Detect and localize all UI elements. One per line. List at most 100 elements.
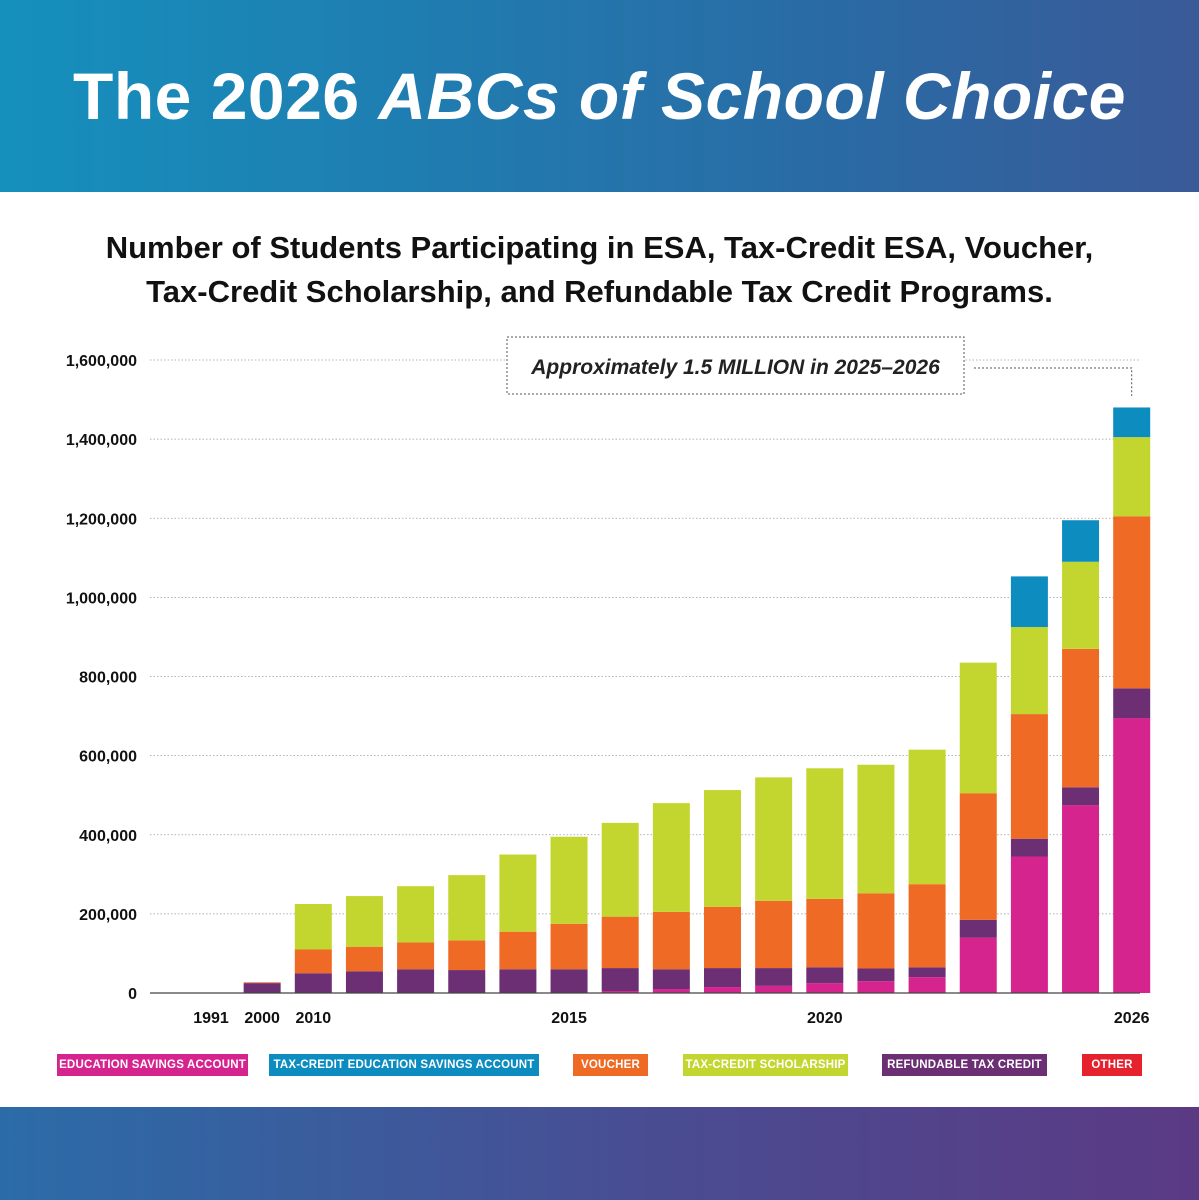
bar-rtc [550,969,588,993]
subtitle-line-2: Tax-Credit Scholarship, and Refundable T… [146,274,1053,309]
bar-voucher [243,982,281,984]
y-tick-label: 400,000 [79,828,137,845]
bar-rtc [448,970,486,993]
y-tick-label: 1,400,000 [66,432,137,449]
bar-tcs [1062,561,1100,649]
bar-voucher [755,900,793,969]
bar-tcs [345,896,383,947]
bar-voucher [345,946,383,972]
bar-tcs [1010,627,1048,715]
bar-tcs [397,886,435,943]
x-tick-label: 1991 [193,1010,229,1027]
bar-esa [908,977,946,993]
bar-voucher [550,923,588,970]
legend-tc-esa: TAX-CREDIT EDUCATION SAVINGS ACCOUNT [269,1054,539,1076]
bar-rtc [499,969,537,993]
bar-rtc [294,973,332,993]
bar-voucher [397,942,435,970]
bar-tcs [1113,437,1151,517]
annotation-leader [974,367,1133,396]
annotation-box [506,336,965,395]
subtitle-line-1: Number of Students Participating in ESA,… [105,230,1094,265]
legend-tcs: TAX-CREDIT SCHOLARSHIP [683,1054,848,1076]
bar-rtc [243,983,281,993]
bar-tcs [448,875,486,941]
bar-tcs [550,836,588,924]
bar-esa [652,989,690,993]
bar-rtc [345,971,383,993]
bar-voucher [857,893,895,969]
bar-voucher [704,906,741,969]
bar-rtc [1010,838,1048,857]
x-tick-label: 2015 [551,1010,587,1027]
bar-rtc [704,968,741,988]
bar-esa [959,937,997,993]
bar-voucher [294,949,332,974]
bar-rtc [1062,787,1100,806]
bar-esa [1010,856,1048,993]
bar-rtc [857,968,895,982]
y-tick-label: 600,000 [79,749,137,766]
footer-banner [0,1107,1199,1200]
bar-tc_esa [1113,407,1151,438]
bar-voucher [1010,714,1048,839]
bar-tcs [806,768,844,899]
bar-esa [806,983,844,993]
page-title: The 2026 ABCs of School Choice [0,58,1199,134]
bar-tcs [652,803,690,912]
bar-voucher [959,793,997,920]
bar-rtc [908,967,946,978]
bar-tcs [499,854,537,932]
bar-tcs [959,662,997,794]
bar-voucher [908,884,946,968]
bar-esa [601,991,639,993]
legend-other: OTHER [1082,1054,1142,1076]
bar-esa [1113,718,1151,993]
bar-voucher [806,898,844,968]
bar-tc_esa [1010,576,1048,628]
bar-tc_esa [1062,520,1100,562]
bar-rtc [1113,688,1151,719]
x-tick-label: 2020 [807,1010,843,1027]
y-tick-label: 1,600,000 [66,353,137,370]
x-tick-label: 2026 [1114,1010,1150,1027]
bar-voucher [1113,516,1151,689]
bar-voucher [601,916,639,969]
legend-rtc: REFUNDABLE TAX CREDIT [882,1054,1047,1076]
bar-tcs [704,790,741,907]
stacked-bar-chart: 0 200,000 400,000 600,000 800,000 1,000,000 1,… [66,336,1151,1027]
bar-voucher [499,931,537,970]
bar-tcs [908,749,946,885]
y-tick-label: 0 [128,986,137,1003]
bar-rtc [806,967,844,984]
title-plain: The 2026 [73,59,360,133]
y-tick-label: 1,200,000 [66,511,137,528]
bar-rtc [601,968,639,992]
bar-voucher [1062,648,1100,788]
x-tick-label: 2000 [244,1010,280,1027]
legend-esa: EDUCATION SAVINGS ACCOUNT [57,1054,248,1076]
bar-voucher [652,911,690,970]
bar-rtc [397,969,435,993]
bar-esa [755,985,793,993]
bar-rtc [652,969,690,990]
x-tick-label: 2010 [296,1010,332,1027]
bar-rtc [755,968,793,986]
y-tick-label: 800,000 [79,670,137,687]
title-italic: ABCs of School Choice [378,59,1126,133]
y-tick-label: 1,000,000 [66,590,137,607]
bar-rtc [959,919,997,938]
annotation-text: Approximately 1.5 MILLION in 2025–2026 [530,356,940,379]
bar-voucher [448,940,486,971]
bar-esa [704,987,741,993]
header-banner: The 2026 ABCs of School Choice [0,0,1199,192]
chart-subtitle: Number of Students Participating in ESA,… [40,226,1159,314]
legend-voucher: VOUCHER [573,1054,648,1076]
bar-tcs [601,822,639,917]
bar-esa [857,981,895,993]
bar-esa [1062,805,1100,993]
bar-tcs [755,777,793,901]
y-tick-label: 200,000 [79,907,137,924]
bar-tcs [294,903,332,950]
bar-tcs [857,764,895,894]
